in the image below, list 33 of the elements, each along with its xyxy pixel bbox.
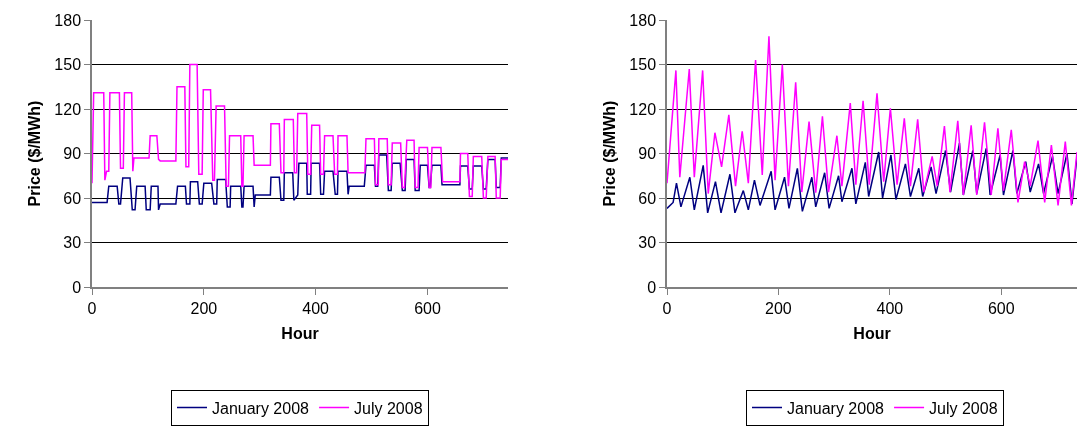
line-series [667,35,1077,207]
legend-label: July 2008 [354,399,423,417]
x-tick-label: 600 [414,299,441,317]
y-axis-title: Price ($/MWh) [25,100,43,207]
x-tick-label: 0 [662,299,672,317]
y-axis-title: Price ($/MWh) [600,100,618,207]
legend-label: July 2008 [929,399,998,417]
y-tick-label: 180 [54,11,82,29]
legend-label: January 2008 [787,399,885,417]
y-tick-label: 150 [54,56,82,74]
x-axis-title: Hour [853,325,891,343]
y-tick-label: 30 [638,234,657,252]
y-tick-label: 90 [63,145,82,163]
legend-label: January 2008 [212,399,310,417]
y-tick-label: 120 [54,100,82,118]
y-tick-label: 150 [629,56,657,74]
y-tick-label: 0 [647,278,657,296]
y-tick-label: 30 [63,234,82,252]
x-tick-label: 600 [987,299,1015,317]
x-tick-label: 400 [876,299,904,317]
x-tick-label: 200 [190,299,218,317]
y-tick-label: 180 [629,11,657,29]
x-tick-label: 200 [765,299,792,317]
line-series [667,142,1077,214]
x-tick-label: 400 [302,299,330,317]
y-tick-label: 90 [638,145,657,163]
y-tick-label: 60 [638,189,657,207]
y-tick-label: 0 [72,278,82,296]
x-tick-label: 0 [87,299,97,317]
line-series [92,63,508,199]
x-axis-title: Hour [281,325,319,343]
y-tick-label: 60 [63,189,82,207]
y-tick-label: 120 [629,100,657,118]
